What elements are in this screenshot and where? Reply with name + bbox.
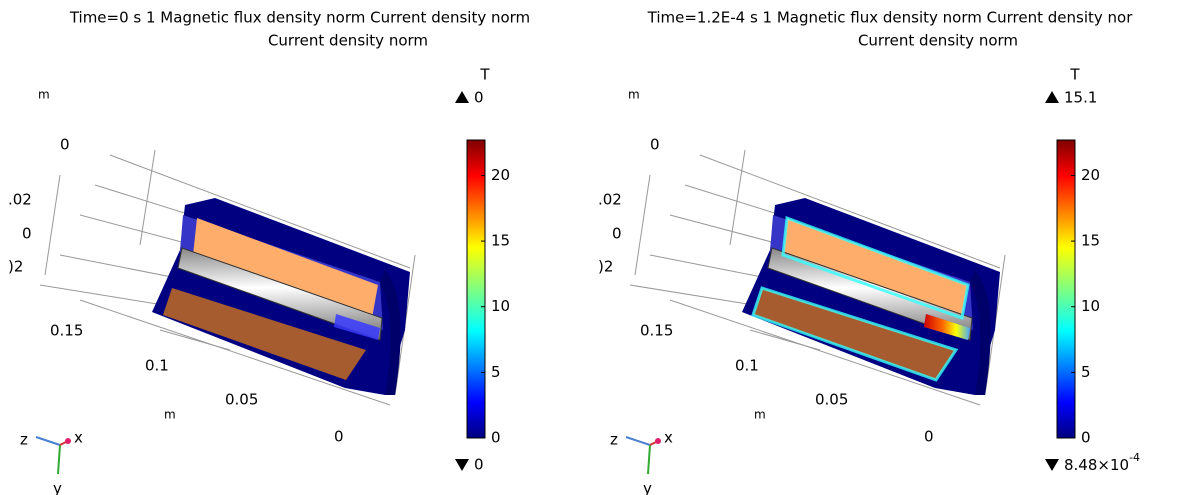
triad-label: x	[664, 429, 673, 447]
title: Current density norm	[858, 32, 1018, 50]
axis-tick-label: 0.15	[640, 322, 673, 340]
colorbar-tick-label: 0	[491, 429, 501, 447]
title: Time=1.2E-4 s 1 Magnetic flux density no…	[647, 9, 1134, 27]
colorbar-tick-label: 20	[1081, 166, 1100, 184]
colorbar-unit: T	[1069, 66, 1080, 84]
colorbar-max: 0	[474, 89, 484, 107]
colorbar-max: 15.1	[1064, 89, 1097, 107]
axis-tick-label: 0	[924, 428, 934, 446]
triad-label: z	[20, 431, 28, 449]
axis-tick-label: 0	[60, 136, 70, 154]
triad-label: y	[53, 480, 62, 495]
colorbar-min: 0	[474, 456, 484, 474]
colorbar-tick-label: 20	[491, 166, 510, 184]
axis-tick-label: 0	[334, 428, 344, 446]
axis-tick-label: 0.05	[225, 391, 258, 409]
axis-tick-label: 0	[650, 136, 660, 154]
max-marker	[455, 91, 469, 103]
colorbar-tick-label: 10	[491, 297, 510, 315]
model-view	[40, 150, 415, 405]
axis-tick-label: .02	[598, 191, 622, 209]
colorbar-min: 8.48×10-4	[1064, 451, 1140, 474]
triad-z	[36, 437, 60, 445]
panel: Time=0 s 1 Magnetic flux density norm Cu…	[8, 9, 530, 495]
axis-unit: m	[754, 408, 766, 422]
triad-origin	[655, 438, 661, 444]
triad-y	[58, 445, 60, 474]
triad-label: x	[74, 429, 83, 447]
axis-tick-label: 0.05	[815, 391, 848, 409]
colorbar	[1057, 140, 1075, 438]
min-marker	[1045, 459, 1059, 471]
colorbar-tick-label: 15	[1081, 232, 1100, 250]
panel: Time=1.2E-4 s 1 Magnetic flux density no…	[598, 9, 1140, 495]
triad-label: z	[610, 431, 618, 449]
screenshot: Time=0 s 1 Magnetic flux density norm Cu…	[0, 0, 1195, 495]
triad-origin	[65, 438, 71, 444]
colorbar-tick-label: 5	[491, 363, 501, 381]
colorbar-tick-label: 10	[1081, 297, 1100, 315]
page: Time=0 s 1 Magnetic flux density norm Cu…	[0, 0, 1195, 495]
colorbar	[467, 140, 485, 438]
colorbar-tick-label: 15	[491, 232, 510, 250]
colorbar-tick-label: 0	[1081, 429, 1091, 447]
colorbar-tick-label: 5	[1081, 363, 1091, 381]
axis-tick-label: )2	[8, 258, 23, 276]
colorbar-unit: T	[479, 66, 490, 84]
axis-tick-label: 0.15	[50, 322, 83, 340]
min-exponent: -4	[1129, 451, 1140, 464]
axis-tick-label: 0	[22, 225, 32, 243]
title: Time=0 s 1 Magnetic flux density norm Cu…	[69, 9, 530, 27]
axis-unit: m	[164, 408, 176, 422]
title: Current density norm	[268, 32, 428, 50]
triad-label: y	[643, 480, 652, 495]
min-mantissa: 8.48×10	[1064, 456, 1129, 474]
axis-tick-label: )2	[598, 258, 613, 276]
triad-y	[648, 445, 650, 474]
axis-tick-label: 0.1	[735, 357, 759, 375]
triad-z	[626, 437, 650, 445]
min-marker	[455, 459, 469, 471]
axis-tick-label: 0.1	[145, 357, 169, 375]
axis-tick-label: .02	[8, 191, 32, 209]
max-marker	[1045, 91, 1059, 103]
axis-tick-label: 0	[612, 225, 622, 243]
axis-unit: m	[38, 88, 50, 102]
axis-unit: m	[628, 88, 640, 102]
